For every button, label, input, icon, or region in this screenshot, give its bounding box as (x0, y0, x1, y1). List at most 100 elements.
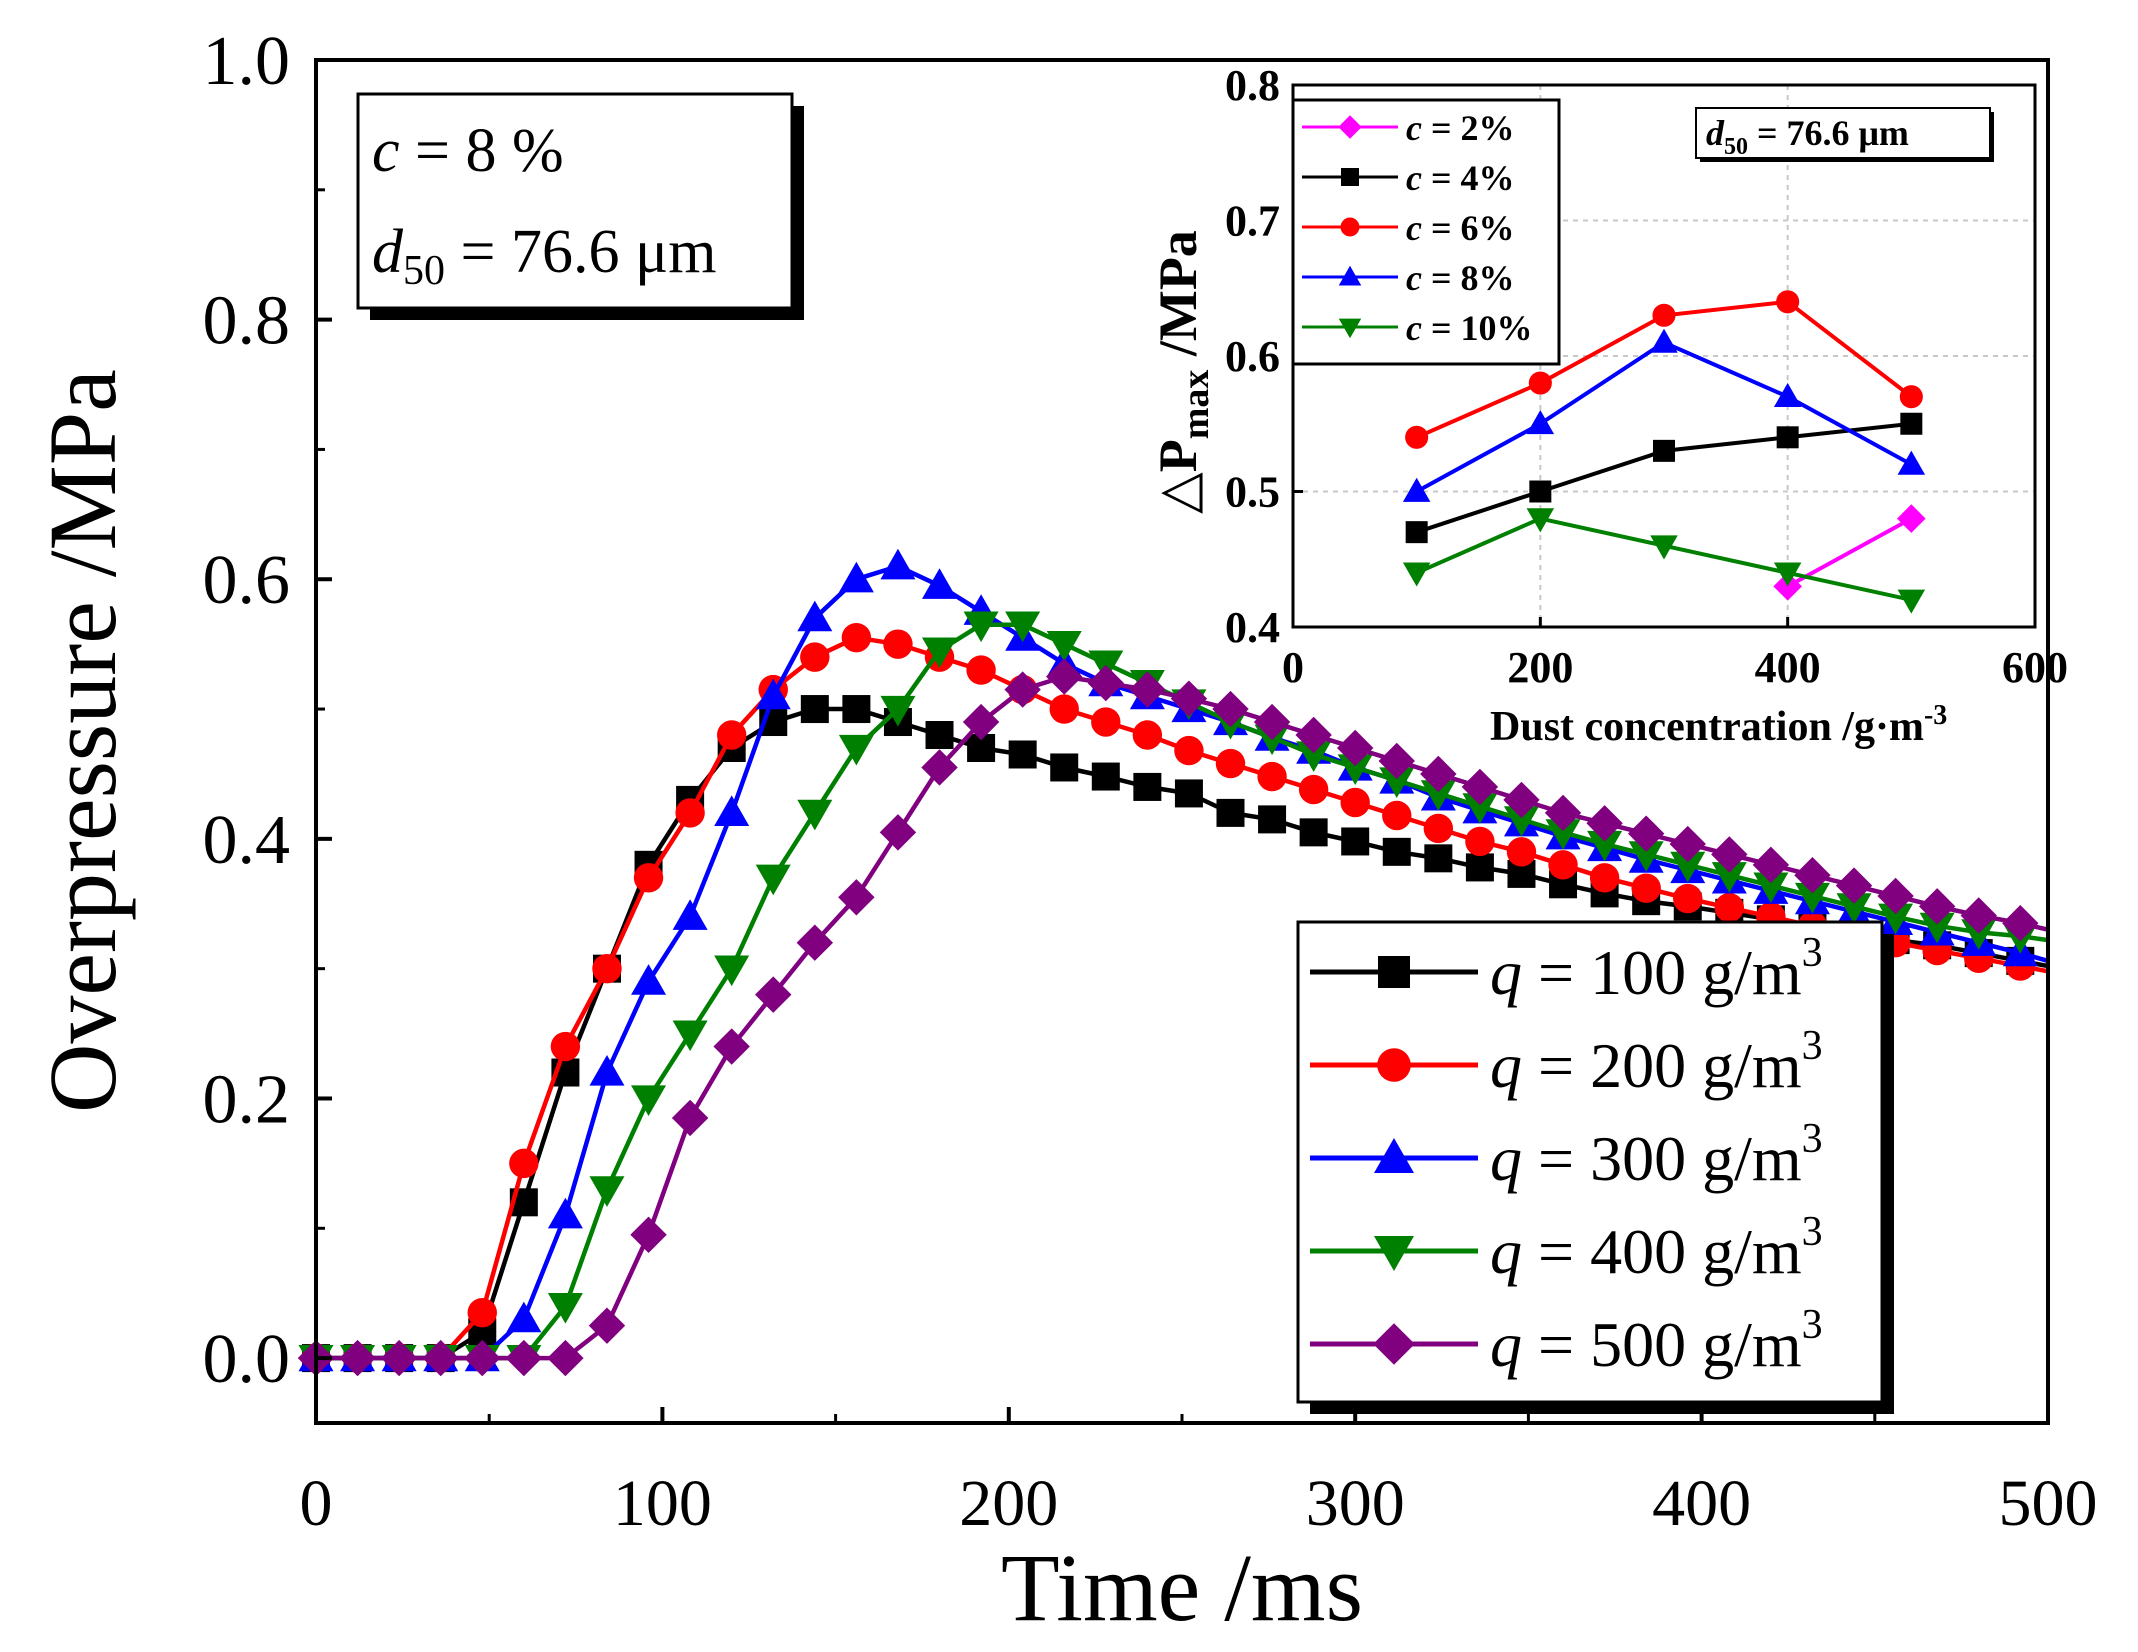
main-data-point (842, 695, 871, 724)
legend-marker (1377, 1048, 1411, 1082)
inset-legend-items: c = 2% c = 4% c = 6% c = 8% c = 10% (1302, 108, 1533, 348)
main-data-point (879, 814, 917, 851)
inset-y-tick-label: 0.8 (1225, 61, 1280, 110)
inset-series-layer (1402, 290, 1926, 614)
main-data-point (506, 1301, 542, 1333)
inset-legend: c = 2% c = 4% c = 6% c = 8% c = 10% (1291, 98, 1561, 366)
main-data-point (1545, 819, 1581, 850)
inset-x-tick-label: 400 (1755, 643, 1821, 692)
main-data-point (675, 798, 705, 828)
main-data-point (716, 720, 747, 750)
main-xlabel: Time /ms (1001, 1534, 1363, 1641)
main-data-point (464, 1339, 501, 1377)
inset-series-1 (1773, 504, 1926, 601)
inset-legend-item: c = 6% (1302, 208, 1515, 248)
main-x-tick-label: 500 (1999, 1467, 2098, 1540)
main-data-point (592, 953, 622, 984)
inset-legend-item: c = 10% (1302, 308, 1533, 348)
main-data-point (1462, 793, 1498, 824)
inset-data-point (1402, 562, 1431, 587)
inset-legend-marker (1341, 168, 1359, 186)
inset-plot: 0 200 400 600 0.4 0.5 0.6 0.7 0.8 Dust concentra… (1148, 61, 2068, 750)
main-data-point (1341, 827, 1370, 856)
inset-legend-label: c = 2% (1406, 108, 1515, 148)
main-data-point (1669, 825, 1706, 863)
inset-data-point (1526, 410, 1555, 435)
inset-series-4 (1402, 328, 1926, 502)
main-data-point (1008, 740, 1037, 769)
legend-label: q = 200 g/m3 (1490, 1023, 1823, 1101)
main-y-tick-label: 0.0 (203, 1321, 291, 1398)
main-data-point (838, 734, 874, 766)
inset-series-2 (1405, 412, 1923, 544)
main-data-point (1215, 748, 1246, 779)
main-x-tick-label: 0 (300, 1467, 333, 1540)
main-data-point (883, 629, 913, 659)
main-data-point (1673, 883, 1703, 914)
main-y-tick-label: 0.8 (203, 283, 291, 360)
main-legend: q = 100 g/m3 q = 200 g/m3 q = 300 g/m3 q = … (1296, 920, 1894, 1414)
main-data-point (509, 1148, 539, 1179)
inset-annotation-box (1695, 107, 1991, 159)
legend-item: q = 400 g/m3 (1310, 1209, 1823, 1287)
annotation-c: c = 8 % (372, 117, 564, 185)
inset-legend-label: c = 8% (1406, 258, 1515, 298)
legend-marker (1378, 956, 1410, 988)
main-data-point (1961, 919, 1997, 950)
main-data-point (1670, 851, 1706, 883)
inset-legend-item: c = 4% (1302, 158, 1515, 198)
main-data-point (1420, 780, 1456, 811)
inset-x-tick-label: 600 (2002, 643, 2068, 692)
inset-data-point (1900, 412, 1923, 435)
main-data-point (589, 1055, 625, 1086)
inset-data-point (1773, 382, 1802, 407)
legend-marker (1374, 1138, 1414, 1173)
legend-item: q = 300 g/m3 (1310, 1116, 1823, 1194)
main-data-point (755, 976, 792, 1013)
main-data-point (1794, 882, 1830, 914)
main-data-point (339, 1339, 376, 1377)
main-ticks: 0 100 200 300 400 500 0.0 0.2 0.4 0.6 0.8 1.0 (203, 23, 2098, 1540)
legend-items: q = 100 g/m3 q = 200 g/m3 q = 300 g/m3 q = … (1310, 930, 1823, 1380)
main-ylabel: Overpressure /MPa (29, 369, 136, 1113)
inset-data-point (1529, 480, 1552, 503)
main-data-point (1299, 818, 1328, 847)
inset-legend-marker (1340, 217, 1360, 237)
main-plot: 0 100 200 300 400 500 0.0 0.2 0.4 0.6 0.8 1.0 Time … (29, 23, 2098, 1641)
main-data-point (1296, 741, 1332, 772)
inset-data-point (1526, 508, 1555, 533)
inset-annotation-d50: d50 = 76.6 μm (1706, 113, 1909, 160)
main-data-point (1503, 781, 1540, 819)
inset-data-point (1650, 535, 1678, 560)
main-series-5 (297, 658, 2049, 1377)
main-data-point (1919, 912, 1955, 944)
main-x-tick-label: 100 (613, 1467, 712, 1540)
main-data-point (1133, 772, 1162, 801)
main-data-point (1091, 707, 1121, 737)
inset-data-point (1650, 328, 1678, 353)
main-data-point (505, 1339, 543, 1377)
main-annotation: c = 8 % d50 = 76.6 μm (356, 92, 804, 320)
inset-data-point (1773, 562, 1802, 587)
main-x-tick-label: 200 (959, 1467, 1058, 1540)
inset-data-point (1897, 504, 1926, 533)
inset-y-tick-label: 0.5 (1225, 468, 1280, 517)
main-y-tick-label: 0.6 (203, 542, 291, 619)
main-data-point (550, 1031, 581, 1062)
inset-series-line (1786, 516, 1913, 589)
main-data-point (1298, 774, 1329, 805)
main-data-point (1711, 836, 1748, 873)
main-data-point (1174, 779, 1203, 808)
main-data-point (1586, 805, 1623, 842)
main-data-point (841, 622, 872, 653)
main-data-point (1544, 794, 1582, 832)
main-data-point (1631, 873, 1661, 903)
inset-x-tick-label: 200 (1507, 643, 1573, 692)
main-data-point (966, 655, 996, 685)
main-data-point (1794, 857, 1831, 894)
inset-data-point (1652, 303, 1676, 327)
main-data-point (588, 1307, 626, 1344)
inset-legend-label: c = 4% (1406, 158, 1515, 198)
main-y-tick-label: 0.2 (203, 1061, 291, 1138)
main-data-point (1174, 735, 1204, 766)
